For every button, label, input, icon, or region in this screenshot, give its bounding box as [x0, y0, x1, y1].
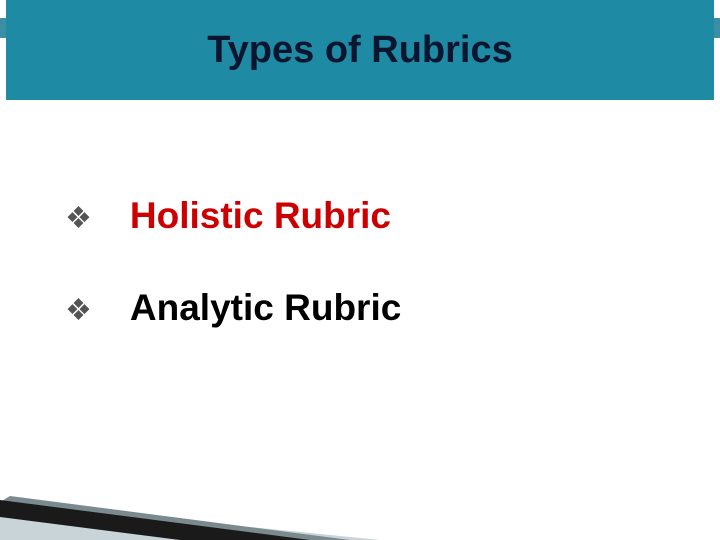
- stripe-light: [0, 502, 380, 540]
- title-bar: Types of Rubrics: [6, 0, 714, 100]
- stripe-gray: [0, 496, 350, 540]
- list-item: ❖ Holistic Rubric: [65, 195, 401, 237]
- corner-decoration: [0, 440, 720, 540]
- item-label-holistic: Holistic Rubric: [130, 195, 391, 237]
- item-label-analytic: Analytic Rubric: [130, 287, 401, 329]
- diamond-bullet-icon: ❖: [65, 204, 92, 234]
- slide-title: Types of Rubrics: [207, 29, 512, 72]
- list-item: ❖ Analytic Rubric: [65, 287, 401, 329]
- content-area: ❖ Holistic Rubric ❖ Analytic Rubric: [65, 195, 401, 379]
- diamond-bullet-icon: ❖: [65, 296, 92, 326]
- stripe-black: [0, 500, 310, 540]
